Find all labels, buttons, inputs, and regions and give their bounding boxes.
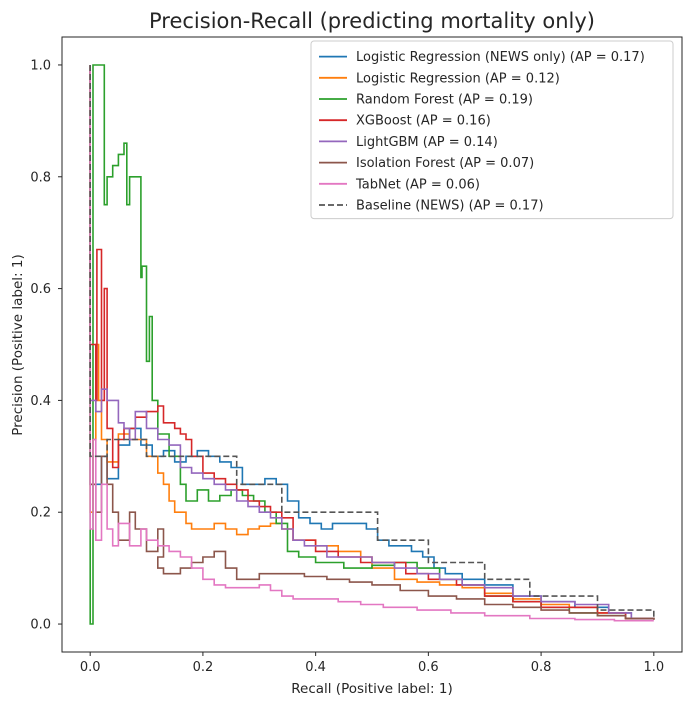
y-tick-label: 0.6 xyxy=(30,282,51,297)
series-line-5 xyxy=(89,65,655,620)
legend-entry-8: Baseline (NEWS) (AP = 0.17) xyxy=(356,199,544,214)
legend-entry-7: TabNet (AP = 0.06) xyxy=(355,177,480,192)
y-tick-label: 0.0 xyxy=(30,618,51,633)
x-tick-label: 0.6 xyxy=(418,660,439,675)
plot-frame xyxy=(61,36,683,653)
legend-box xyxy=(310,40,674,220)
x-tick-label: 0.0 xyxy=(80,660,101,675)
x-tick-label: 0.4 xyxy=(305,660,326,675)
y-tick-label: 0.8 xyxy=(30,170,51,185)
series-line-6 xyxy=(89,65,655,620)
x-axis-label: Recall (Positive label: 1) xyxy=(291,681,453,697)
legend-entry-1: Logistic Regression (NEWS only) (AP = 0.… xyxy=(356,50,645,65)
series-line-4 xyxy=(89,65,655,620)
legend: Logistic Regression (NEWS only) (AP = 0.… xyxy=(310,40,674,220)
y-axis-label: Precision (Positive label: 1) xyxy=(10,254,26,435)
y-tick-label: 1.0 xyxy=(30,58,51,73)
legend-entry-3: Random Forest (AP = 0.19) xyxy=(356,93,533,108)
x-tick-label: 0.2 xyxy=(193,660,214,675)
legend-entry-4: XGBoost (AP = 0.16) xyxy=(356,114,491,129)
series-line-1 xyxy=(89,65,655,620)
legend-entry-2: Logistic Regression (AP = 0.12) xyxy=(356,71,560,86)
y-tick-label: 0.2 xyxy=(30,506,51,521)
series-line-8 xyxy=(89,65,655,620)
legend-entry-5: LightGBM (AP = 0.14) xyxy=(356,135,498,150)
x-tick-label: 0.8 xyxy=(531,660,552,675)
x-tick-label: 1.0 xyxy=(643,660,664,675)
legend-entry-6: Isolation Forest (AP = 0.07) xyxy=(356,156,534,171)
y-tick-label: 0.4 xyxy=(30,394,51,409)
series-line-7 xyxy=(89,65,654,622)
plot-area: 0.0 0.2 0.4 0.6 0.8 1.0 0.0 0.2 0.4 0.6 0.8 1.0 xyxy=(30,36,683,675)
chart-title: Precision-Recall (predicting mortality o… xyxy=(149,9,595,33)
